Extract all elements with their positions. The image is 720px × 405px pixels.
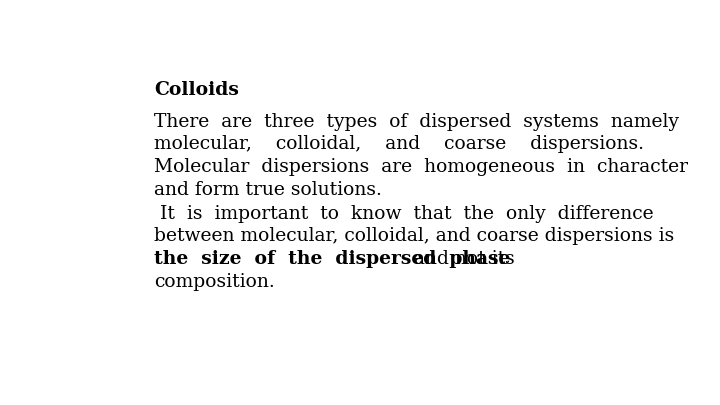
Text: Molecular  dispersions  are  homogeneous  in  character: Molecular dispersions are homogeneous in… [154,158,688,176]
Text: the  size  of  the  dispersed  phase: the size of the dispersed phase [154,250,510,268]
Text: between molecular, colloidal, and coarse dispersions is: between molecular, colloidal, and coarse… [154,227,675,245]
Text: composition.: composition. [154,273,275,291]
Text: There  are  three  types  of  dispersed  systems  namely: There are three types of dispersed syste… [154,113,679,130]
Text: molecular,    colloidal,    and    coarse    dispersions.: molecular, colloidal, and coarse dispers… [154,135,644,153]
Text: and form true solutions.: and form true solutions. [154,181,382,199]
Text: and not its: and not its [408,250,515,268]
Text: It  is  important  to  know  that  the  only  difference: It is important to know that the only di… [154,205,654,222]
Text: Colloids: Colloids [154,81,239,99]
